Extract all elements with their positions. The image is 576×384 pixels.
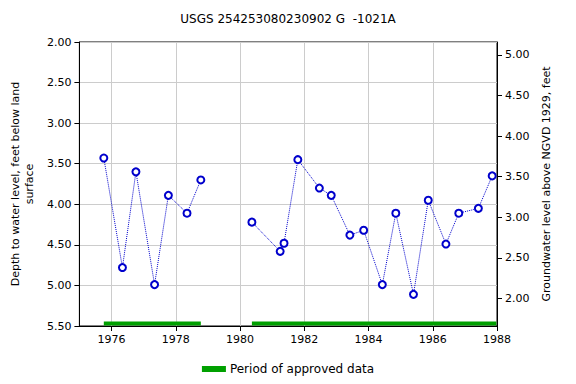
svg-text:USGS 254253080230902 G -1021A: USGS 254253080230902 G -1021A <box>180 12 396 26</box>
svg-text:3.50: 3.50 <box>47 157 72 170</box>
svg-text:1984: 1984 <box>355 333 383 346</box>
svg-text:3.50: 3.50 <box>505 170 530 183</box>
svg-text:Period of approved data: Period of approved data <box>230 362 374 376</box>
svg-text:surface: surface <box>23 163 36 204</box>
svg-text:2.50: 2.50 <box>47 76 72 89</box>
svg-text:2.00: 2.00 <box>505 292 530 305</box>
svg-text:1986: 1986 <box>419 333 447 346</box>
svg-text:Depth to water level, feet bel: Depth to water level, feet below land <box>9 82 22 287</box>
svg-text:4.00: 4.00 <box>47 198 72 211</box>
svg-text:5.50: 5.50 <box>47 320 72 333</box>
svg-text:5.00: 5.00 <box>47 279 72 292</box>
svg-text:4.50: 4.50 <box>505 89 530 102</box>
svg-text:4.50: 4.50 <box>47 238 72 251</box>
svg-text:5.00: 5.00 <box>505 48 530 61</box>
svg-text:1976: 1976 <box>98 333 126 346</box>
svg-text:1982: 1982 <box>290 333 318 346</box>
svg-text:4.00: 4.00 <box>505 130 530 143</box>
svg-text:2.00: 2.00 <box>47 36 72 49</box>
svg-text:1988: 1988 <box>483 333 511 346</box>
svg-text:3.00: 3.00 <box>505 211 530 224</box>
svg-text:Groundwater level above NGVD 1: Groundwater level above NGVD 1929, feet <box>540 66 553 302</box>
svg-text:1978: 1978 <box>162 333 190 346</box>
svg-text:1980: 1980 <box>226 333 254 346</box>
svg-text:2.50: 2.50 <box>505 251 530 264</box>
svg-text:3.00: 3.00 <box>47 117 72 130</box>
